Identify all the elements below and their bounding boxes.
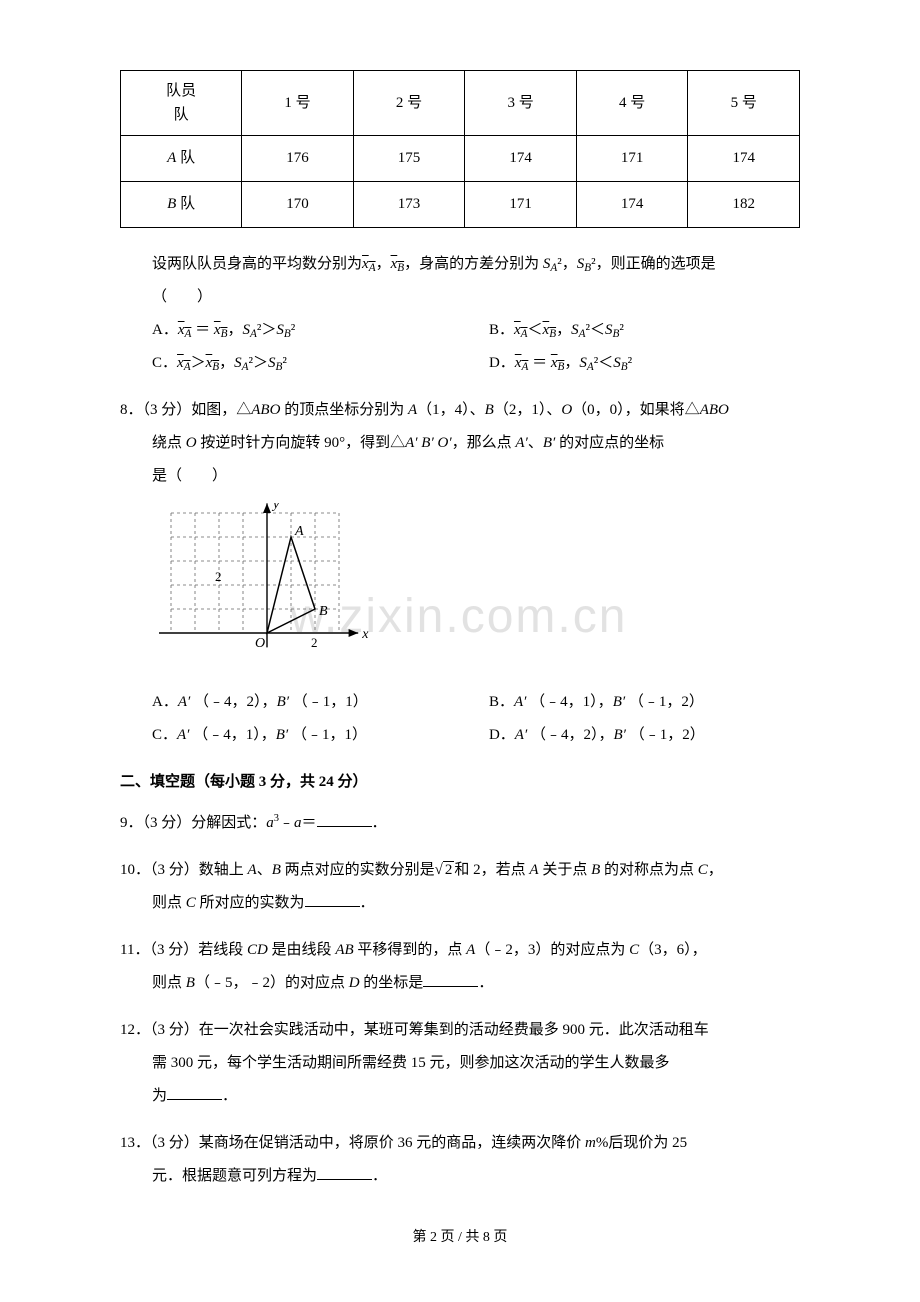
- table-cell: 174: [688, 136, 800, 182]
- table-cell: 174: [465, 136, 577, 182]
- table-cell: 171: [465, 182, 577, 228]
- q8-l2d: 的对应点的坐标: [555, 435, 664, 451]
- q8-A: A: [408, 402, 417, 418]
- question-13: 13．（3 分）某商场在促销活动中，将原价 36 元的商品，连续两次降价 m%后…: [120, 1127, 800, 1193]
- question-9: 9．（3 分）分解因式：a3﹣a＝．: [120, 807, 800, 840]
- choice-c: C．xA＞xB，SA²＞SB²: [152, 347, 489, 380]
- question-12: 12．（3 分）在一次社会实践活动中，某班可筹集到的活动经费最多 900 元．此…: [120, 1014, 800, 1113]
- choice-a: A．xA ＝ xB，SA²＞SB²: [152, 314, 489, 347]
- choice-d: D．A′ （﹣4，2），B′ （﹣1，2）: [489, 719, 800, 752]
- answer-blank: [317, 1165, 372, 1180]
- q8-cO: （0，0），如果将△: [572, 402, 700, 418]
- table-cell: 176: [242, 136, 354, 182]
- q8-l2: 绕点: [152, 435, 186, 451]
- q8-l2c: ，那么点: [452, 435, 516, 451]
- table-header: 2 号: [353, 71, 465, 136]
- q8-sep: 、: [528, 435, 543, 451]
- answer-blank: [317, 812, 372, 827]
- svg-text:O: O: [255, 636, 265, 651]
- table-row-label: B 队: [121, 182, 242, 228]
- q7-paren: （ ）: [120, 281, 800, 314]
- q8-pre: 8．（3 分）如图，△: [120, 402, 251, 418]
- svg-text:B: B: [319, 604, 328, 619]
- coordinate-figure: O A Bx y 2 2: [120, 503, 800, 676]
- table-header: 4 号: [576, 71, 688, 136]
- table-cell: 170: [242, 182, 354, 228]
- svg-text:x: x: [361, 627, 369, 642]
- table-cell: 182: [688, 182, 800, 228]
- svg-text:A: A: [294, 524, 304, 539]
- table-cell: 175: [353, 136, 465, 182]
- q8-l1: 的顶点坐标分别为: [280, 402, 408, 418]
- svg-text:y: y: [271, 503, 280, 512]
- choice-c: C．A′ （﹣4，1），B′ （﹣1，1）: [152, 719, 489, 752]
- answer-blank: [305, 892, 360, 907]
- table-cell: 174: [576, 182, 688, 228]
- q8-cB: （2，1）、: [494, 402, 562, 418]
- table-header: 3 号: [465, 71, 577, 136]
- q8-B: B: [485, 402, 494, 418]
- data-table: 队员队 1 号 2 号 3 号 4 号 5 号 A 队 176 175 174 …: [120, 70, 800, 228]
- table-header: 5 号: [688, 71, 800, 136]
- q8-O: O: [561, 402, 572, 418]
- q8-abo2: ABO: [700, 402, 729, 418]
- svg-text:2: 2: [215, 569, 222, 584]
- answer-blank: [167, 1085, 222, 1100]
- q8-l2b: 按逆时针方向旋转 90°，得到△: [197, 435, 406, 451]
- choice-d: D．xA ＝ xB，SA²＜SB²: [489, 347, 800, 380]
- question-7-continued: 设两队队员身高的平均数分别为xA，xB，身高的方差分别为 SA²，SB²，则正确…: [120, 248, 800, 380]
- q8-O2: O: [186, 435, 197, 451]
- q8-Ap: A′: [515, 435, 527, 451]
- choice-a: A．A′ （﹣4，2），B′ （﹣1，1）: [152, 686, 489, 719]
- table-cell: 173: [353, 182, 465, 228]
- table-cell: 171: [576, 136, 688, 182]
- q8-Bp: B′: [543, 435, 555, 451]
- question-8: 8．（3 分）如图，△ABO 的顶点坐标分别为 A（1，4）、B（2，1）、O（…: [120, 394, 800, 752]
- q8-ap: A′ B′ O′: [405, 435, 452, 451]
- q8-cA: （1，4）、: [417, 402, 485, 418]
- svg-text:2: 2: [311, 635, 318, 650]
- question-11: 11．（3 分）若线段 CD 是由线段 AB 平移得到的，点 A（﹣2，3）的对…: [120, 934, 800, 1000]
- question-10: 10．（3 分）数轴上 A、B 两点对应的实数分别是√2和 2，若点 A 关于点…: [120, 854, 800, 920]
- section-2-header: 二、填空题（每小题 3 分，共 24 分）: [120, 766, 800, 799]
- table-row-label: A 队: [121, 136, 242, 182]
- q7-s4: ²，则正确的选项是: [591, 256, 716, 272]
- q8-abo: ABO: [251, 402, 280, 418]
- q7-stem: 设两队队员身高的平均数分别为: [152, 256, 362, 272]
- table-header: 队员队: [121, 71, 242, 136]
- choice-b: B．xA＜xB，SA²＜SB²: [489, 314, 800, 347]
- q7-stem2: ，身高的方差分别为: [404, 256, 539, 272]
- choice-b: B．A′ （﹣4，1），B′ （﹣1，2）: [489, 686, 800, 719]
- table-header: 1 号: [242, 71, 354, 136]
- q8-l3: 是（ ）: [120, 460, 800, 493]
- page-footer: 第 2 页 / 共 8 页: [120, 1223, 800, 1254]
- answer-blank: [423, 972, 478, 987]
- q7-s3: ²，: [557, 256, 577, 272]
